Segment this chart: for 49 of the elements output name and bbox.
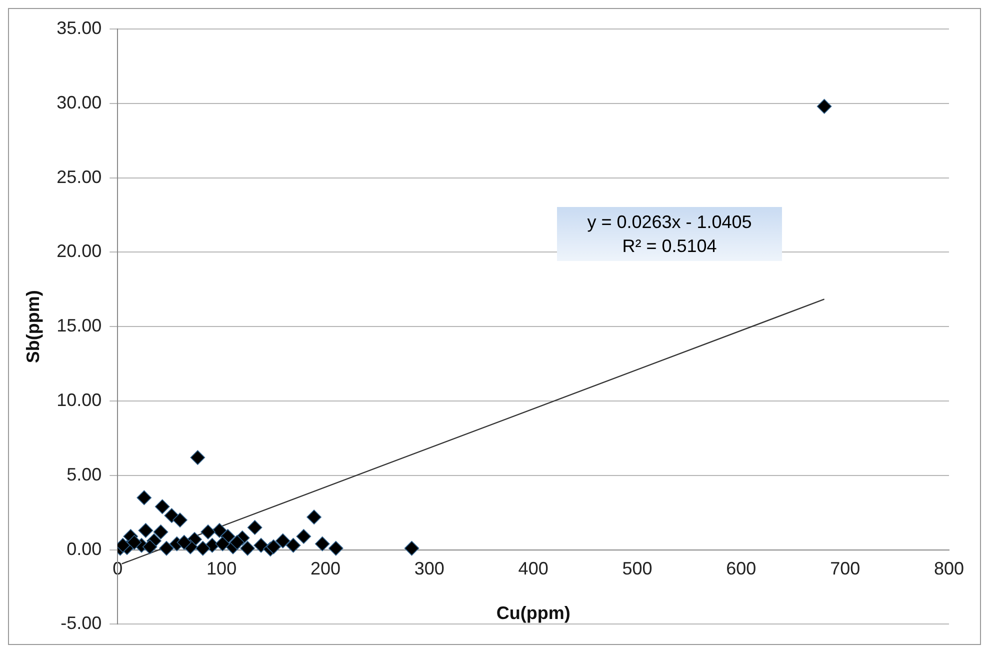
x-axis-title: Cu(ppm) <box>496 603 570 624</box>
point <box>215 536 230 552</box>
y-tick-label: 35.00 <box>56 18 102 38</box>
y-tick-label: 0.00 <box>66 538 102 559</box>
x-tick-label: 500 <box>622 558 652 579</box>
x-tick-label: 800 <box>934 558 964 579</box>
point <box>126 534 142 550</box>
y-tick-label: 30.00 <box>56 92 102 112</box>
point <box>328 540 344 556</box>
y-tick-label: 10.00 <box>56 390 102 410</box>
x-tick-label: 200 <box>310 558 341 579</box>
point <box>138 523 154 538</box>
point <box>142 539 158 554</box>
point <box>266 539 281 554</box>
point <box>275 533 290 548</box>
point <box>212 523 227 538</box>
y-tick-label: 5.00 <box>66 464 102 484</box>
y-tick-label: -5.00 <box>60 613 102 634</box>
point <box>190 450 206 465</box>
point <box>159 540 174 556</box>
point <box>136 490 152 506</box>
point <box>195 540 210 556</box>
point <box>240 540 255 556</box>
annotation: y = 0.0263x - 1.0405 <box>586 211 753 234</box>
point <box>176 534 192 550</box>
point <box>404 540 420 556</box>
y-tick-label: 20.00 <box>56 241 102 262</box>
point <box>230 534 245 550</box>
annotation: R² = 0.5104 <box>621 235 718 258</box>
point <box>306 510 322 524</box>
point <box>296 529 312 544</box>
label-box: y = 0.0263x - 1.0405 R² = 0.5104 <box>557 207 782 261</box>
x-tick-label: 400 <box>518 558 548 579</box>
point <box>172 512 188 528</box>
y-tick-label: 15.00 <box>56 316 102 336</box>
point <box>247 520 262 535</box>
point <box>254 538 268 553</box>
point <box>314 536 330 552</box>
x-tick-label: 600 <box>726 558 756 579</box>
point <box>200 524 216 540</box>
x-tick-label: 100 <box>206 558 237 579</box>
y-tick-label: 25.00 <box>56 166 102 187</box>
point <box>154 499 170 514</box>
x-tick-label: 300 <box>414 558 444 579</box>
point <box>816 98 832 114</box>
y-axis-title: Sb(ppm) <box>22 290 43 364</box>
point <box>153 524 168 540</box>
point <box>286 538 301 553</box>
x-tick-label: 700 <box>830 558 860 579</box>
